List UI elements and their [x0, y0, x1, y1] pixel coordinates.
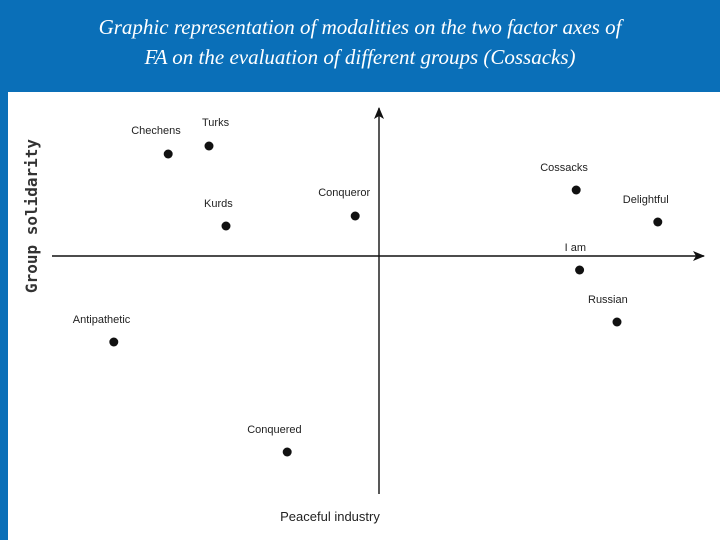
- data-label-chechens: Chechens: [131, 125, 181, 137]
- data-label-conqueror: Conqueror: [318, 187, 370, 199]
- data-point-i-am: [575, 265, 585, 275]
- slide-title-line-2: FA on the evaluation of different groups…: [144, 45, 576, 69]
- data-label-cossacks: Cossacks: [540, 162, 588, 174]
- data-label-conquered: Conquered: [247, 424, 301, 436]
- slide-title-line-1: Graphic representation of modalities on …: [98, 15, 622, 39]
- data-label-kurds: Kurds: [204, 198, 233, 210]
- data-point-turks: [204, 141, 214, 151]
- data-point-cossacks: [571, 185, 581, 195]
- data-point-antipathetic: [109, 337, 119, 347]
- data-point-russian: [612, 317, 622, 327]
- data-point-conquered: [282, 447, 292, 457]
- data-label-turks: Turks: [202, 117, 230, 129]
- data-point-conqueror: [350, 211, 360, 221]
- data-point-kurds: [221, 221, 231, 231]
- chart-panel: Peaceful industry Group solidarity Turks…: [8, 92, 720, 540]
- data-label-antipathetic: Antipathetic: [73, 314, 131, 326]
- y-axis-label: Group solidarity: [22, 139, 41, 293]
- slide-title: Graphic representation of modalities on …: [0, 12, 720, 72]
- scatter-chart: Peaceful industry Group solidarity Turks…: [22, 107, 705, 524]
- data-label-i-am: I am: [565, 242, 586, 254]
- data-point-delightful: [653, 217, 663, 227]
- data-label-delightful: Delightful: [623, 194, 669, 206]
- x-axis-label: Peaceful industry: [280, 509, 380, 524]
- data-point-chechens: [163, 149, 173, 159]
- data-label-russian: Russian: [588, 294, 628, 306]
- data-points: Turks Chechens Kurds Conqueror Cossacks Delig…: [73, 117, 669, 457]
